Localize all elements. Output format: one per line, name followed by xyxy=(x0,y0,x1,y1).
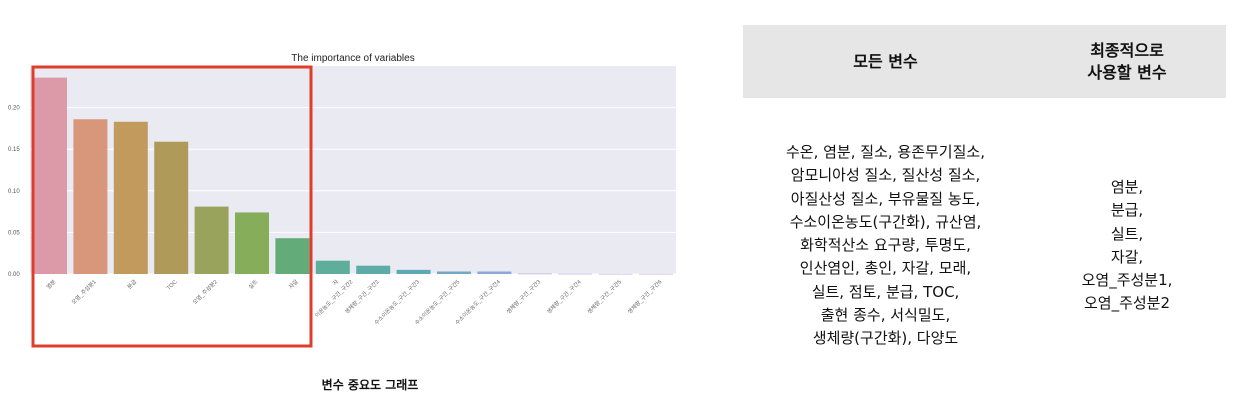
x-tick-label: 생체량_구간_구간3 xyxy=(504,278,542,316)
bar xyxy=(477,271,512,274)
highlight-box xyxy=(31,65,313,348)
x-tick-label: 염분 xyxy=(44,278,57,291)
chart-svg: 0.00 0.05 0.10 0.15 0.20 염분 오염_주성분1 분급 TOC 오염_주성… xyxy=(8,53,676,348)
importance-chart: 0.00 0.05 0.10 0.15 0.20 염분 오염_주성분1 분급 TOC 오염_주성… xyxy=(8,53,676,348)
bar xyxy=(275,238,310,274)
y-axis-ticks: 0.00 0.05 0.10 0.15 0.20 xyxy=(8,106,20,278)
header-all-variables: 모든 변수 xyxy=(853,51,918,71)
bar xyxy=(517,273,552,275)
bar xyxy=(356,265,391,274)
all-variables-cell: 수온, 염분, 질소, 용존무기질소, 암모니아성 질소, 질산성 질소, 아질… xyxy=(786,143,985,347)
x-tick-label: 자갈 xyxy=(287,278,300,291)
bar xyxy=(235,212,269,274)
bar xyxy=(194,206,229,274)
y-tick-label: 0.05 xyxy=(8,230,20,236)
x-tick-label: 자 xyxy=(331,278,340,287)
bar xyxy=(598,273,633,275)
bar xyxy=(73,119,108,274)
x-tick-label: 오염_주성분1 xyxy=(70,278,98,306)
bar xyxy=(437,271,471,274)
bar xyxy=(396,269,431,274)
x-tick-label: 생체량_구간_구간5 xyxy=(585,278,623,316)
bars xyxy=(33,77,673,275)
x-tick-label: 분급 xyxy=(126,278,138,290)
bar xyxy=(558,273,593,275)
chart-title: The importance of variables xyxy=(291,53,414,64)
y-tick-label: 0.00 xyxy=(8,272,20,278)
bar xyxy=(154,141,189,274)
bar xyxy=(113,121,148,274)
y-tick-label: 0.10 xyxy=(8,189,20,195)
header-final-variables: 최종적으로 사용할 변수 xyxy=(1087,40,1167,82)
chart-caption: 변수 중요도 그래프 xyxy=(321,378,419,392)
bar xyxy=(33,77,67,274)
x-tick-label: 수소이온농도_구간_구간5 xyxy=(413,278,462,327)
bar xyxy=(639,273,673,275)
x-tick-label: 수소이온농도_구간_구간3 xyxy=(372,278,421,327)
final-variables-cell: 염분, 분급, 실트, 자갈, 오염_주성분1, 오염_주성분2 xyxy=(1081,178,1173,313)
x-axis-ticks: 염분 오염_주성분1 분급 TOC 오염_주성분2 실트 자갈 자이온농도_구간_구간2생체량… xyxy=(44,278,663,327)
table-header: 모든 변수 최종적으로 사용할 변수 xyxy=(743,25,1226,98)
x-tick-label: 생체량_구간_구간6 xyxy=(626,278,664,316)
y-tick-label: 0.20 xyxy=(8,106,20,112)
bar xyxy=(315,260,350,274)
x-tick-label: TOC xyxy=(166,279,179,292)
y-tick-label: 0.15 xyxy=(8,147,20,153)
x-tick-label: 수소이온농도_구간_구간4 xyxy=(453,278,502,327)
x-tick-label: 오염_주성분2 xyxy=(191,278,219,306)
x-tick-label: 실트 xyxy=(246,278,259,291)
x-tick-label: 생체량_구간_구간4 xyxy=(545,278,583,316)
